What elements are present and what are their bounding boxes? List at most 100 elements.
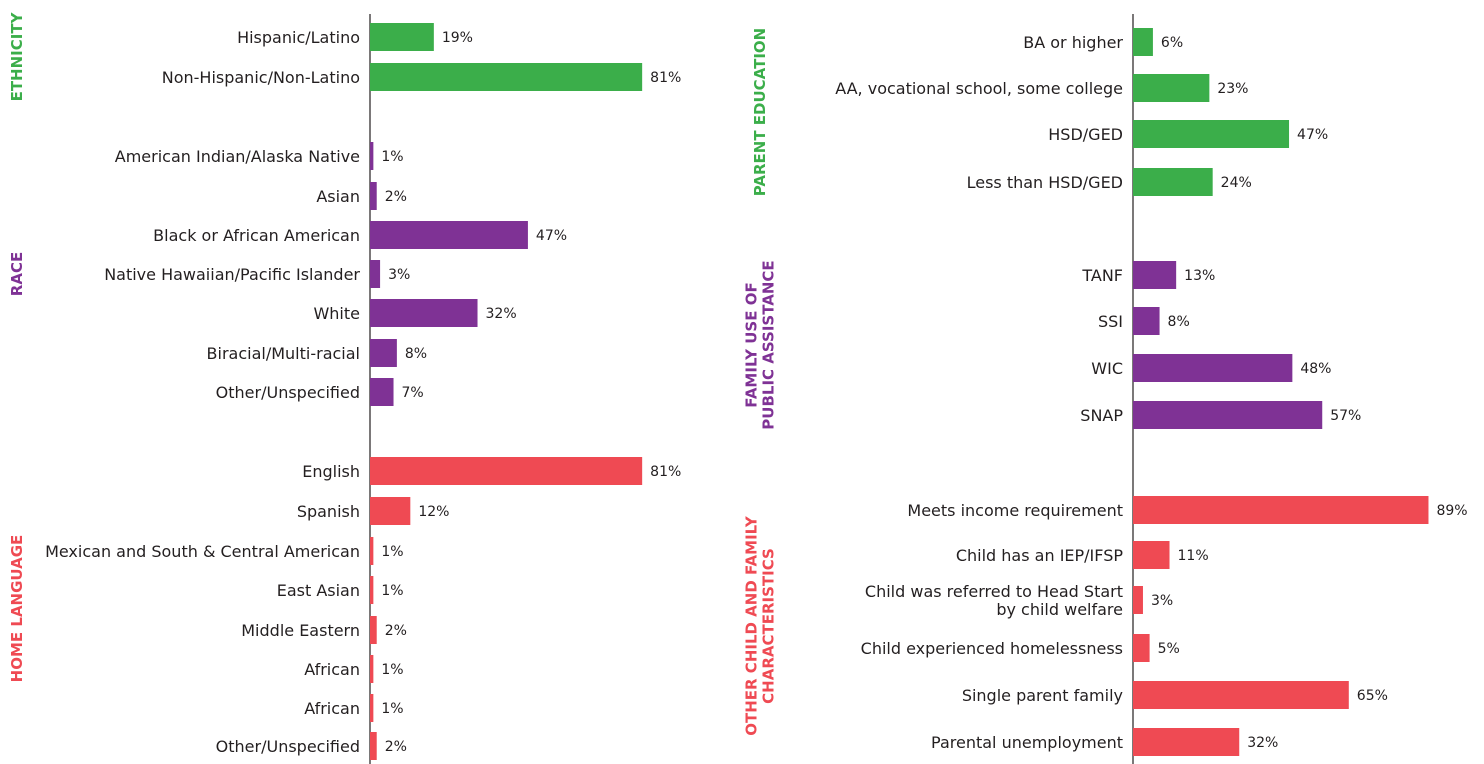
bar [1133, 354, 1293, 382]
value-label: 81% [650, 464, 681, 480]
category-label: Mexican and South & Central American [45, 542, 360, 561]
group-title: RACE [8, 252, 26, 296]
value-label: 13% [1184, 268, 1215, 284]
bar [370, 182, 377, 210]
value-label: 24% [1221, 175, 1252, 191]
category-label: East Asian [277, 581, 360, 600]
category-label: TANF [1081, 266, 1123, 285]
value-label: 12% [418, 504, 449, 520]
bar [1133, 634, 1150, 662]
value-label: 57% [1330, 408, 1361, 424]
value-label: 1% [381, 701, 403, 717]
bar [370, 457, 643, 485]
value-label: 81% [650, 70, 681, 86]
bar [370, 732, 377, 760]
category-label: Spanish [297, 502, 360, 521]
category-label: White [313, 304, 360, 323]
category-label: SNAP [1080, 406, 1123, 425]
bar [370, 655, 374, 683]
bar [1133, 261, 1177, 289]
value-label: 6% [1161, 35, 1183, 51]
value-label: 7% [402, 385, 424, 401]
bar [370, 537, 374, 565]
group-title: ETHNICITY [8, 11, 26, 101]
bar [370, 694, 374, 722]
group-title: OTHER CHILD AND FAMILY [743, 515, 761, 736]
value-label: 1% [381, 662, 403, 678]
value-label: 32% [1247, 735, 1278, 751]
bar [370, 299, 478, 327]
bar [370, 221, 528, 249]
category-label: Native Hawaiian/Pacific Islander [104, 265, 360, 284]
category-label: American Indian/Alaska Native [115, 147, 360, 166]
bar [1133, 28, 1153, 56]
category-label: Single parent family [962, 686, 1123, 705]
category-label: Hispanic/Latino [237, 28, 360, 47]
value-label: 89% [1436, 503, 1467, 519]
value-label: 48% [1300, 361, 1331, 377]
value-label: 1% [381, 583, 403, 599]
bar [370, 616, 377, 644]
value-label: 19% [442, 30, 473, 46]
group-title: CHARACTERISTICS [760, 548, 778, 704]
group-title: FAMILY USE OF [743, 282, 761, 407]
bar [370, 260, 381, 288]
value-label: 5% [1158, 641, 1180, 657]
value-label: 11% [1178, 548, 1209, 564]
group-title: HOME LANGUAGE [8, 535, 26, 683]
value-label: 32% [486, 306, 517, 322]
category-label: Biracial/Multi-racial [207, 344, 360, 363]
category-label: Child experienced homelessness [861, 639, 1123, 658]
category-label: HSD/GED [1048, 125, 1123, 144]
group-title: PARENT EDUCATION [751, 28, 769, 196]
category-label: Black or African American [153, 226, 360, 245]
bar [1133, 401, 1323, 429]
category-label: Parental unemployment [931, 733, 1123, 752]
category-label: English [302, 462, 360, 481]
value-label: 23% [1217, 81, 1248, 97]
bar [1133, 496, 1429, 524]
category-label: Child has an IEP/IFSP [956, 546, 1124, 565]
value-label: 3% [388, 267, 410, 283]
value-label: 65% [1357, 688, 1388, 704]
category-label: Other/Unspecified [216, 383, 360, 402]
category-label: African [304, 699, 360, 718]
bar [1133, 120, 1290, 148]
category-label: African [304, 660, 360, 679]
value-label: 2% [385, 189, 407, 205]
bar [1133, 728, 1240, 756]
bar [370, 378, 394, 406]
value-label: 2% [385, 623, 407, 639]
category-label: AA, vocational school, some college [835, 79, 1123, 98]
bar [370, 497, 411, 525]
bar [1133, 586, 1143, 614]
value-label: 3% [1151, 593, 1173, 609]
category-label: Other/Unspecified [216, 737, 360, 756]
category-label: Middle Eastern [241, 621, 360, 640]
bar [1133, 307, 1160, 335]
bar [370, 576, 374, 604]
bar [1133, 168, 1213, 196]
category-label: BA or higher [1023, 33, 1123, 52]
value-label: 8% [1168, 314, 1190, 330]
value-label: 1% [381, 149, 403, 165]
bar [370, 23, 434, 51]
bar [370, 142, 374, 170]
bar [1133, 74, 1210, 102]
category-label: SSI [1098, 312, 1123, 331]
bar [370, 339, 397, 367]
value-label: 8% [405, 346, 427, 362]
category-label: Asian [316, 187, 360, 206]
value-label: 2% [385, 739, 407, 755]
value-label: 1% [381, 544, 403, 560]
category-label: Non-Hispanic/Non-Latino [162, 68, 360, 87]
category-label: WIC [1091, 359, 1123, 378]
category-label: Child was referred to Head Start by child… [865, 582, 1123, 619]
value-label: 47% [1297, 127, 1328, 143]
bar [1133, 681, 1349, 709]
category-label: Meets income requirement [907, 501, 1123, 520]
category-label: Less than HSD/GED [967, 173, 1123, 192]
bar [370, 63, 643, 91]
value-label: 47% [536, 228, 567, 244]
